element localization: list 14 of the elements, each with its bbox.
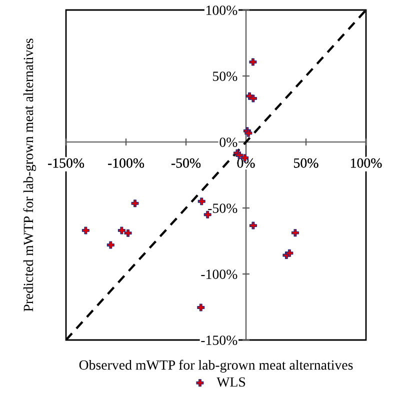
x-tick-label: 50% [294, 158, 318, 168]
y-tick-label: 50% [213, 72, 238, 81]
x-tick-label: -150% [48, 158, 84, 168]
y-tick-label: -150% [201, 336, 238, 345]
y-tick-label: 100% [206, 6, 238, 15]
x-axis-title: Observed mWTP for lab-grown meat alternatives [79, 360, 353, 373]
y-tick-label: -100% [201, 270, 238, 279]
legend-label: WLS [216, 377, 246, 387]
x-tick-label: -100% [108, 158, 144, 168]
y-axis-title: Predicted mWTP for lab-grown meat alternatives [23, 38, 36, 312]
y-tick-label: -50% [208, 204, 238, 213]
x-tick-label: 100% [351, 158, 382, 168]
y-tick-label: 0% [220, 138, 238, 147]
x-tick-label: -50% [171, 158, 201, 168]
